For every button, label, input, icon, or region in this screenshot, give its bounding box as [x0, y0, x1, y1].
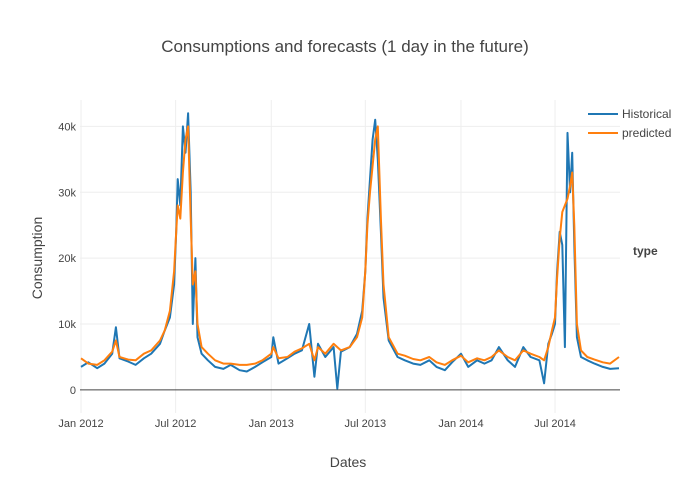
y-tick-label: 20k [58, 253, 76, 265]
x-tick-label: Jan 2012 [58, 418, 103, 430]
legend: Historical predicted [588, 107, 671, 140]
legend-label-historical: Historical [622, 107, 671, 121]
chart-title: Consumptions and forecasts (1 day in the… [161, 37, 529, 56]
grid-lines [80, 100, 620, 413]
legend-label-predicted: predicted [622, 126, 671, 140]
y-tick-label: 0 [70, 385, 76, 397]
y-axis-ticks: 0 10k 20k 30k 40k [58, 121, 76, 397]
x-tick-label: Jul 2014 [534, 418, 576, 430]
x-tick-label: Jul 2013 [345, 418, 387, 430]
x-tick-label: Jan 2013 [249, 418, 294, 430]
legend-title: type [633, 244, 658, 258]
y-tick-label: 30k [58, 187, 76, 199]
series-layer [80, 112, 620, 390]
x-tick-label: Jan 2014 [438, 418, 483, 430]
y-tick-label: 10k [58, 319, 76, 331]
x-axis-title: Dates [330, 454, 367, 470]
y-tick-label: 40k [58, 121, 76, 133]
x-axis-ticks: Jan 2012 Jul 2012 Jan 2013 Jul 2013 Jan 2014… [58, 418, 575, 430]
series-line-predicted [80, 125, 620, 366]
y-axis-title: Consumption [29, 217, 45, 300]
x-tick-label: Jul 2012 [155, 418, 197, 430]
